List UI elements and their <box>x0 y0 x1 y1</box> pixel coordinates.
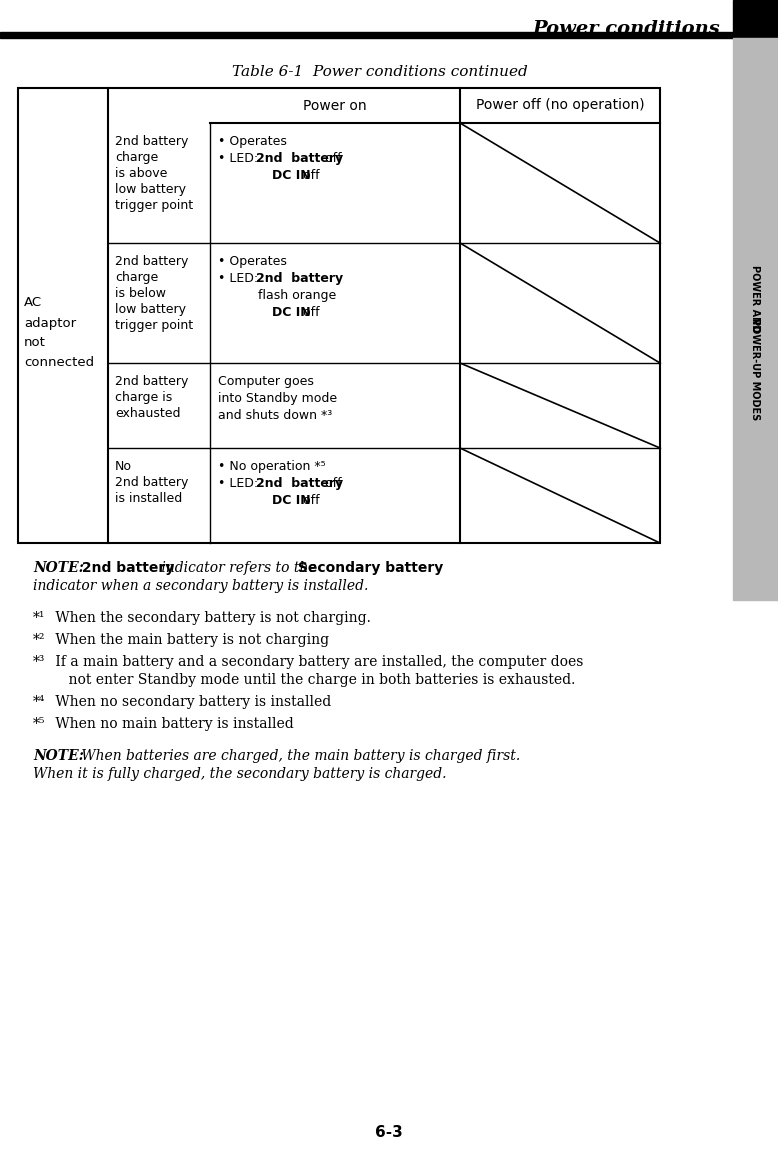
Text: low battery: low battery <box>115 183 186 196</box>
Text: When the main battery is not charging: When the main battery is not charging <box>51 633 329 647</box>
Text: Computer goes: Computer goes <box>218 375 314 387</box>
Text: exhausted: exhausted <box>115 407 180 420</box>
Text: 2nd  battery: 2nd battery <box>256 152 343 165</box>
Bar <box>733 39 778 600</box>
Text: NOTE:: NOTE: <box>33 561 84 575</box>
Text: 2nd  battery: 2nd battery <box>256 272 343 285</box>
Text: If a main battery and a secondary battery are installed, the computer does: If a main battery and a secondary batter… <box>51 655 583 669</box>
Text: not enter Standby mode until the charge in both batteries is exhausted.: not enter Standby mode until the charge … <box>51 673 576 687</box>
Text: • LED:: • LED: <box>218 272 271 285</box>
Text: • Operates: • Operates <box>218 256 287 268</box>
Text: 2nd  battery: 2nd battery <box>256 477 343 490</box>
Text: off: off <box>299 169 320 182</box>
Text: is below: is below <box>115 287 166 300</box>
Text: 2nd battery: 2nd battery <box>77 561 174 575</box>
Text: low battery: low battery <box>115 303 186 316</box>
Text: 2nd battery: 2nd battery <box>115 375 188 387</box>
Text: When no main battery is installed: When no main battery is installed <box>51 717 294 731</box>
Text: DC IN: DC IN <box>272 306 310 319</box>
Text: trigger point: trigger point <box>115 200 193 212</box>
Text: charge is: charge is <box>115 391 172 404</box>
Text: is above: is above <box>115 167 167 180</box>
Text: When the secondary battery is not charging.: When the secondary battery is not chargi… <box>51 612 371 626</box>
Text: charge: charge <box>115 271 158 284</box>
Text: • LED:: • LED: <box>218 477 271 490</box>
Text: When batteries are charged, the main battery is charged first.: When batteries are charged, the main bat… <box>77 749 520 763</box>
Text: 2nd battery: 2nd battery <box>115 256 188 268</box>
Text: *³: *³ <box>33 655 45 669</box>
Bar <box>733 0 778 39</box>
Text: Table 6-1  Power conditions continued: Table 6-1 Power conditions continued <box>232 65 528 79</box>
Text: *¹: *¹ <box>33 612 45 626</box>
Text: NOTE:: NOTE: <box>33 749 84 763</box>
Text: When no secondary battery is installed: When no secondary battery is installed <box>51 696 331 710</box>
Text: 2nd battery: 2nd battery <box>115 476 188 489</box>
Text: into Standby mode: into Standby mode <box>218 392 337 405</box>
Text: flash orange: flash orange <box>218 289 336 302</box>
Text: charge: charge <box>115 151 158 165</box>
Text: *⁴: *⁴ <box>33 696 45 710</box>
Text: AC
adaptor
not
connected: AC adaptor not connected <box>24 296 94 370</box>
Text: POWER AND: POWER AND <box>751 265 761 333</box>
Text: off: off <box>321 152 342 165</box>
Bar <box>18 88 660 543</box>
Text: off: off <box>299 306 320 319</box>
Text: • No operation *⁵: • No operation *⁵ <box>218 460 326 473</box>
Text: indicator when a secondary battery is installed.: indicator when a secondary battery is in… <box>33 579 368 593</box>
Text: and shuts down *³: and shuts down *³ <box>218 408 332 422</box>
Text: DC IN: DC IN <box>272 494 310 506</box>
Text: *²: *² <box>33 633 45 647</box>
Text: off: off <box>299 494 320 506</box>
Text: DC IN: DC IN <box>272 169 310 182</box>
Text: Power off (no operation): Power off (no operation) <box>475 98 644 112</box>
Text: When it is fully charged, the secondary battery is charged.: When it is fully charged, the secondary … <box>33 767 447 781</box>
Text: 2nd battery: 2nd battery <box>115 135 188 148</box>
Text: off: off <box>321 477 342 490</box>
Text: • LED:: • LED: <box>218 152 271 165</box>
Text: POWER-UP MODES: POWER-UP MODES <box>751 317 761 420</box>
Text: is installed: is installed <box>115 492 182 505</box>
Text: No: No <box>115 460 132 473</box>
Bar <box>0 32 733 39</box>
Text: indicator refers to the: indicator refers to the <box>157 561 317 575</box>
Text: trigger point: trigger point <box>115 319 193 331</box>
Text: • Operates: • Operates <box>218 135 287 148</box>
Text: Power on: Power on <box>303 98 366 112</box>
Text: Secondary battery: Secondary battery <box>293 561 443 575</box>
Text: *⁵: *⁵ <box>33 717 45 731</box>
Text: Power conditions: Power conditions <box>532 20 720 39</box>
Text: 6-3: 6-3 <box>375 1125 403 1140</box>
